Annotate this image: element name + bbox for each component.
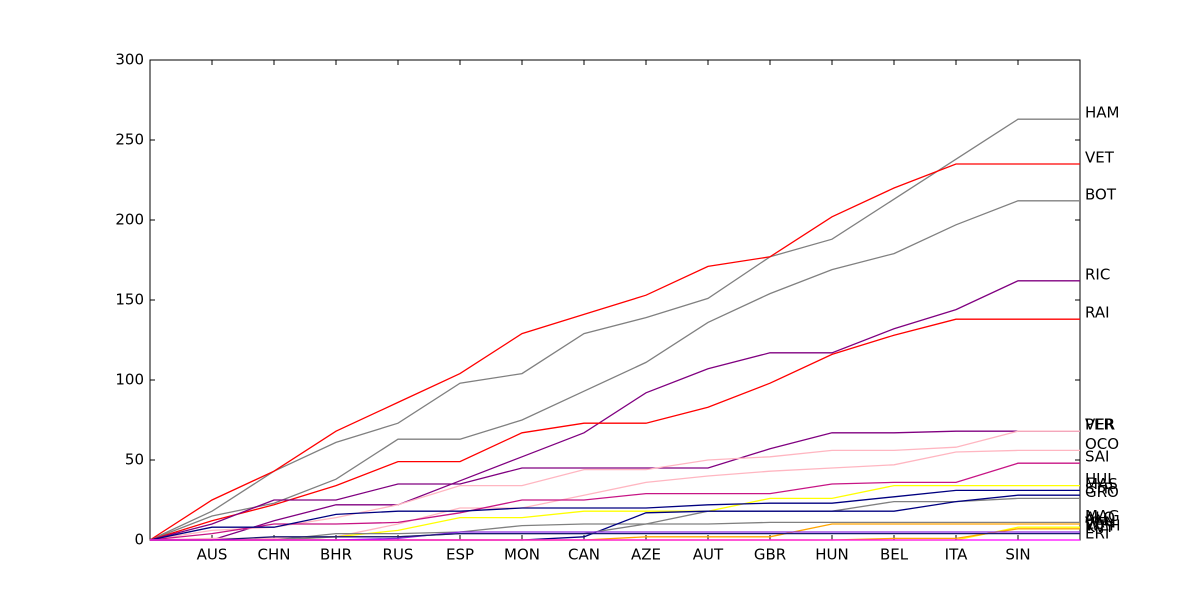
x-tick-label: BHR bbox=[320, 546, 352, 564]
series-line bbox=[149, 200, 1080, 541]
series-line bbox=[149, 430, 1080, 541]
series-line bbox=[149, 318, 1080, 541]
series-label: KVY bbox=[1085, 518, 1115, 536]
y-tick-label: 50 bbox=[125, 451, 144, 469]
series-line bbox=[149, 163, 1080, 541]
x-tick-label: GBR bbox=[754, 546, 786, 564]
series-label: RIC bbox=[1085, 265, 1110, 283]
y-tick-label: 0 bbox=[134, 531, 144, 549]
x-tick-label: AUS bbox=[197, 546, 228, 564]
x-tick-label: MON bbox=[504, 546, 540, 564]
series-line bbox=[149, 430, 1080, 541]
series-label: OCO bbox=[1085, 435, 1119, 453]
x-tick-label: ITA bbox=[945, 546, 968, 564]
x-tick-label: ESP bbox=[446, 546, 474, 564]
series-line bbox=[149, 118, 1080, 541]
series-label: PAL bbox=[1085, 512, 1112, 530]
x-tick-label: AUT bbox=[693, 546, 724, 564]
x-tick-label: BEL bbox=[880, 546, 909, 564]
series-label: VER bbox=[1085, 416, 1115, 434]
series-label: RAI bbox=[1085, 304, 1110, 322]
series-label: BOT bbox=[1085, 185, 1117, 203]
series-label: HAM bbox=[1085, 104, 1119, 122]
series-line bbox=[149, 462, 1080, 541]
series-label: MAG bbox=[1085, 507, 1120, 525]
y-tick-label: 300 bbox=[115, 51, 144, 69]
series-label: PER bbox=[1085, 416, 1114, 434]
series-line bbox=[149, 449, 1080, 541]
x-tick-label: HUN bbox=[815, 546, 848, 564]
series-label: WEH bbox=[1085, 517, 1121, 535]
x-tick-label: AZE bbox=[631, 546, 661, 564]
y-tick-label: 100 bbox=[115, 371, 144, 389]
series-label: ALO bbox=[1085, 509, 1115, 527]
series-label: ERI bbox=[1085, 525, 1109, 543]
y-tick-label: 200 bbox=[115, 211, 144, 229]
x-tick-label: RUS bbox=[383, 546, 414, 564]
series-label: STR bbox=[1085, 480, 1114, 498]
x-tick-label: SIN bbox=[1005, 546, 1030, 564]
series-line bbox=[150, 532, 1080, 541]
series-line bbox=[150, 280, 1080, 541]
series-label: SAI bbox=[1085, 448, 1110, 466]
series-label: VAN bbox=[1085, 513, 1116, 531]
series-line bbox=[149, 489, 1080, 541]
series-label: HUL bbox=[1085, 470, 1116, 488]
series-line bbox=[150, 521, 1080, 541]
y-tick-label: 250 bbox=[115, 131, 144, 149]
series-label: GRO bbox=[1085, 483, 1119, 501]
series-label: MAS bbox=[1085, 475, 1118, 493]
series-label: VET bbox=[1085, 149, 1115, 167]
y-tick-label: 150 bbox=[115, 291, 144, 309]
x-tick-label: CAN bbox=[568, 546, 600, 564]
x-tick-label: CHN bbox=[258, 546, 291, 564]
